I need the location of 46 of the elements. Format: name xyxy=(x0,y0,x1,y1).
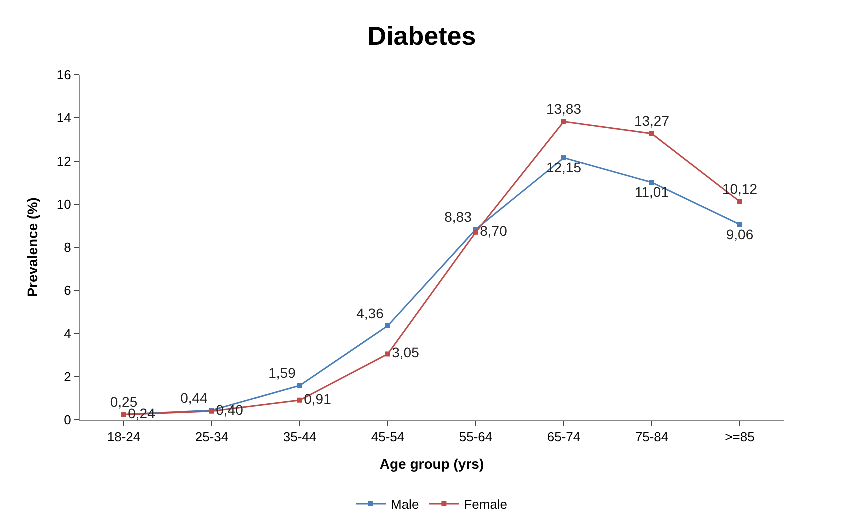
point xyxy=(650,180,654,186)
y-tick-label: 14 xyxy=(56,110,72,126)
x-tick-label: >=85 xyxy=(725,430,755,445)
y-tick-label: 0 xyxy=(64,412,72,428)
y-tick-label: 12 xyxy=(56,154,72,169)
x-tick-label: 65-74 xyxy=(547,430,581,445)
data-label: 0,44 xyxy=(180,390,208,406)
point xyxy=(738,199,742,204)
y-tick-label: 8 xyxy=(64,240,72,256)
x-tick-label: 55-64 xyxy=(459,430,493,445)
x-tick-label: 25-34 xyxy=(195,430,229,445)
x-tick-label: 18-24 xyxy=(107,430,141,445)
point xyxy=(562,119,566,124)
data-label: 3,05 xyxy=(392,344,420,361)
data-label: 8,70 xyxy=(480,222,508,239)
y-tick-label: 4 xyxy=(64,326,72,342)
y-tick-label: 16 xyxy=(56,68,72,83)
data-label: 4,36 xyxy=(356,305,384,322)
point xyxy=(738,222,742,228)
chart-title: Diabetes xyxy=(368,20,476,51)
point xyxy=(298,383,302,388)
point xyxy=(650,131,654,136)
point xyxy=(298,398,302,403)
legend-label: Female xyxy=(464,497,508,512)
data-label: 8,83 xyxy=(444,208,472,225)
point xyxy=(562,156,566,161)
x-axis-title: Age group (yrs) xyxy=(380,456,484,472)
y-tick-label: 2 xyxy=(64,369,72,384)
y-tick-label: 6 xyxy=(64,283,72,298)
point xyxy=(474,230,478,235)
y-axis-title: Prevalence (%) xyxy=(24,198,41,298)
x-tick-label: 75-84 xyxy=(635,430,669,445)
data-label: 9,06 xyxy=(726,226,754,242)
data-label: 13,83 xyxy=(546,101,582,118)
data-label: 13,27 xyxy=(634,113,670,130)
legend-label: Male xyxy=(391,497,420,512)
data-label: 1,59 xyxy=(268,365,296,382)
point xyxy=(386,352,390,357)
data-label: 10,12 xyxy=(722,181,758,198)
data-label: 0,25 xyxy=(110,394,138,410)
data-label: 0,91 xyxy=(304,390,332,407)
data-label: 11,01 xyxy=(635,184,670,200)
x-tick-label: 35-44 xyxy=(283,430,317,445)
point xyxy=(386,323,390,328)
y-tick-label: 10 xyxy=(56,196,72,212)
x-tick-label: 45-54 xyxy=(371,430,405,445)
